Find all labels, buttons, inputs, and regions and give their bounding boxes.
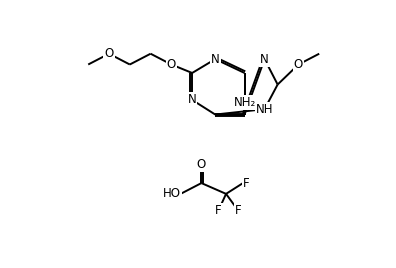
- Text: O: O: [167, 58, 176, 71]
- Text: O: O: [197, 158, 206, 171]
- Text: NH₂: NH₂: [233, 96, 256, 109]
- Text: N: N: [188, 94, 196, 106]
- Text: F: F: [235, 204, 242, 217]
- Text: F: F: [243, 177, 249, 189]
- Text: HO: HO: [163, 187, 181, 200]
- Text: N: N: [211, 53, 220, 66]
- Text: O: O: [294, 58, 303, 71]
- Text: NH: NH: [256, 103, 273, 116]
- Text: N: N: [260, 53, 269, 66]
- Text: O: O: [105, 47, 114, 60]
- Text: F: F: [215, 204, 222, 217]
